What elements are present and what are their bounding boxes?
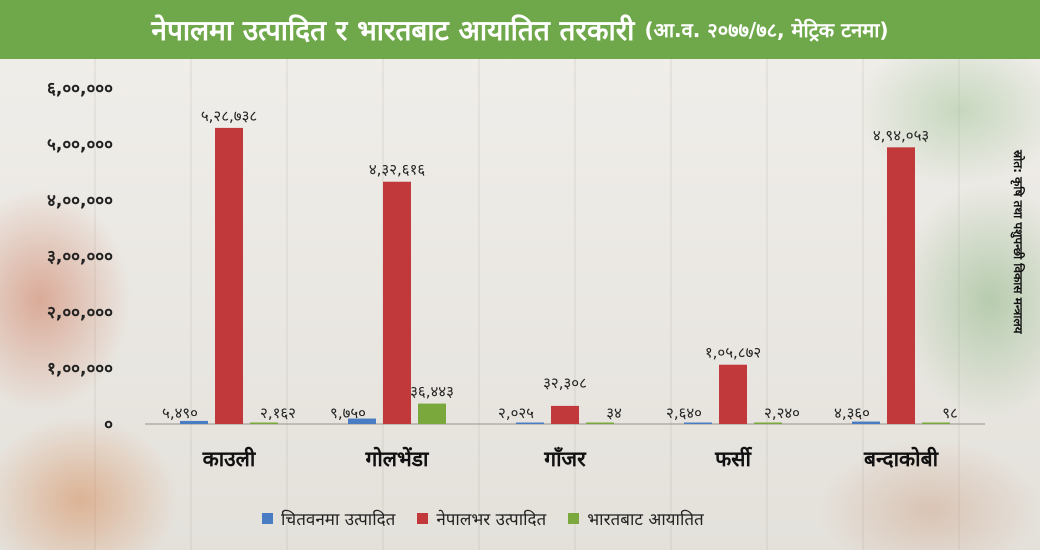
- data-label-india: ३६,४४३: [410, 383, 454, 401]
- title-bar: नेपालमा उत्पादित र भारतबाट आयातित तरकारी…: [0, 0, 1040, 59]
- category-label: काउली: [202, 446, 257, 471]
- legend-label-nepal: नेपालभर उत्पादित: [436, 509, 547, 530]
- y-tick-label: ६,००,०००: [47, 79, 113, 99]
- legend-swatch-nepal: [417, 512, 429, 524]
- bar-india: [922, 422, 950, 424]
- legend: चितवनमा उत्पादित नेपालभर उत्पादित भारतबा…: [262, 504, 862, 532]
- bar-nepal: [887, 147, 915, 424]
- category-label: बन्दाकोबी: [863, 446, 940, 471]
- bar-nepal: [383, 181, 411, 424]
- source-note: स्रोत: कृषि तथा पशुपन्छी विकास मन्त्रालय: [1011, 150, 1025, 334]
- y-tick-label: ५,००,०००: [47, 135, 113, 155]
- chart-title: नेपालमा उत्पादित र भारतबाट आयातित तरकारी: [151, 13, 635, 47]
- legend-item-nepal: नेपालभर उत्पादित: [417, 507, 546, 530]
- data-label-nepal: १,०५,८७२: [705, 344, 761, 362]
- data-label-nepal: ४,९४,०५३: [873, 126, 929, 144]
- bar-chitwan: [180, 420, 208, 424]
- bar-india: [754, 422, 782, 424]
- chart-subtitle: (आ.व. २०७७/७८, मेट्रिक टनमा): [644, 18, 889, 42]
- data-label-chitwan: ५,४९०: [162, 404, 198, 422]
- bar-india: [586, 422, 614, 424]
- bar-chitwan: [684, 422, 712, 424]
- bar-nepal: [719, 364, 747, 424]
- legend-item-india: भारतबाट आयातित: [568, 507, 704, 530]
- data-label-chitwan: ९,७५०: [330, 404, 366, 422]
- y-tick-label: ४,००,०००: [47, 191, 113, 211]
- y-tick-label: २,००,०००: [47, 303, 113, 323]
- bar-chitwan: [516, 422, 544, 424]
- legend-label-india: भारतबाट आयातित: [587, 509, 704, 530]
- legend-item-chitwan: चितवनमा उत्पादित: [262, 507, 395, 530]
- data-label-india: ३४: [606, 404, 622, 422]
- data-label-chitwan: ४,३६०: [834, 404, 870, 422]
- category-label: गोलभेंडा: [365, 446, 430, 471]
- data-label-chitwan: २,६४०: [666, 404, 702, 422]
- bar-nepal: [551, 405, 579, 424]
- data-label-india: ९८: [942, 404, 958, 422]
- y-tick-label: ०: [104, 415, 113, 435]
- data-label-nepal: ४,३२,६१६: [369, 161, 426, 179]
- legend-swatch-india: [568, 512, 580, 524]
- category-label: गाँजर: [543, 446, 587, 471]
- category-label: फर्सी: [714, 446, 752, 471]
- legend-label-chitwan: चितवनमा उत्पादित: [281, 509, 396, 530]
- data-label-india: २,१६२: [260, 404, 296, 422]
- data-label-nepal: ३२,३०८: [543, 374, 587, 392]
- data-label-india: २,२४०: [764, 404, 800, 422]
- bar-chitwan: [348, 418, 376, 424]
- bar-nepal: [215, 127, 243, 424]
- y-tick-label: ३,००,०००: [47, 247, 113, 267]
- legend-swatch-chitwan: [262, 512, 273, 524]
- data-label-chitwan: २,०२५: [498, 404, 534, 422]
- bar-india: [418, 403, 446, 424]
- bar-india: [250, 422, 278, 424]
- y-tick-label: १,००,०००: [47, 359, 113, 379]
- data-label-nepal: ५,२८,७३८: [201, 107, 257, 125]
- bar-chitwan: [852, 421, 880, 424]
